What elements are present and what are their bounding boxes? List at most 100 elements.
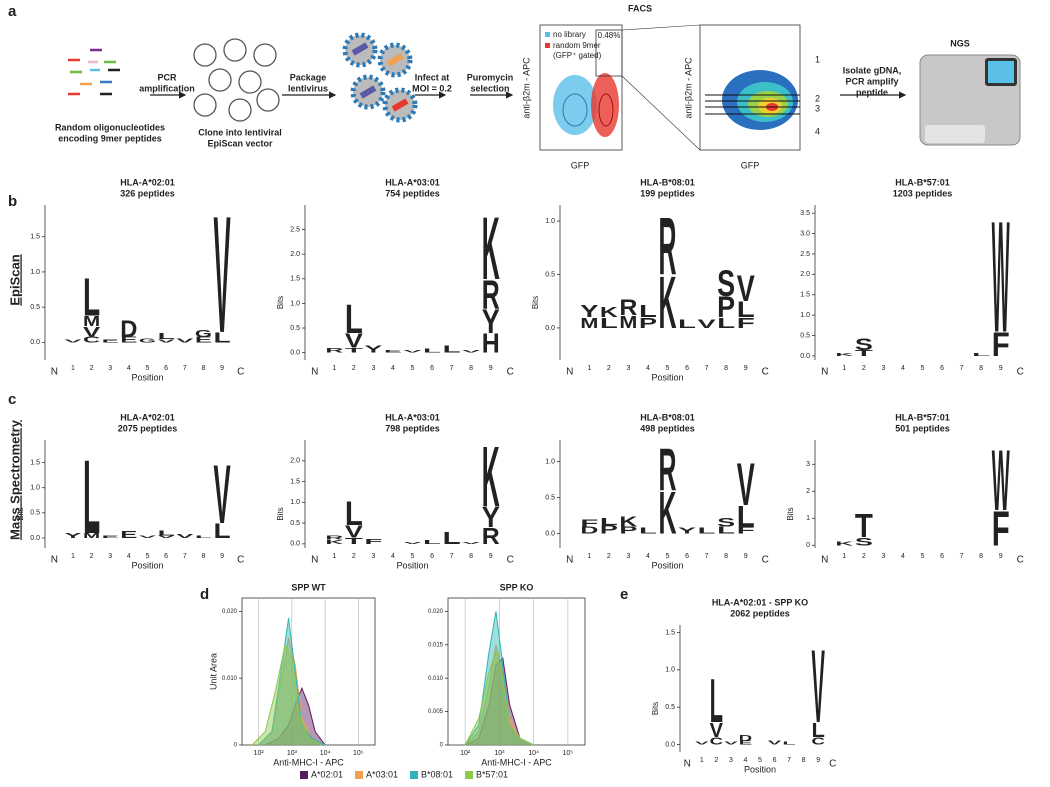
logo-letter: G bbox=[139, 337, 156, 344]
oligos bbox=[68, 48, 120, 96]
x-tick-label: C bbox=[1017, 555, 1024, 566]
logo-letter: W bbox=[992, 187, 1010, 365]
x-tick-label: 8 bbox=[201, 365, 205, 372]
x-tick-label: 5 bbox=[411, 365, 415, 372]
y-tick-label: 1.0 bbox=[800, 312, 810, 319]
logo-letter: L bbox=[423, 348, 441, 354]
logo-letter: R bbox=[325, 347, 343, 355]
logo-title: HLA-A*03:01 bbox=[385, 412, 440, 422]
y-tick-label: 0.0 bbox=[800, 353, 810, 360]
step-label: Random oligonucleotides bbox=[55, 122, 165, 132]
logo-letter: P bbox=[619, 525, 637, 536]
y-tick-label: 0.5 bbox=[30, 510, 40, 517]
logo-subtitle: 1203 peptides bbox=[893, 188, 953, 198]
x-tick-label: N bbox=[684, 759, 691, 770]
gate-label: 2 bbox=[815, 93, 820, 103]
x-axis-label: Anti-MHC-I - APC bbox=[273, 757, 344, 767]
x-tick-label: 2 bbox=[90, 553, 94, 560]
x-tick-label: 8 bbox=[724, 365, 728, 372]
y-tick-label: 0.5 bbox=[665, 704, 675, 711]
x-tick-label: 8 bbox=[802, 757, 806, 764]
logo-letter: K bbox=[659, 479, 677, 546]
x-tick-label: 4 bbox=[391, 365, 395, 372]
x-tick-label: C bbox=[237, 555, 244, 566]
logo-letter: V bbox=[213, 181, 230, 368]
x-tick-label: 6 bbox=[773, 757, 777, 764]
logo-letter: W bbox=[992, 433, 1010, 529]
curve bbox=[258, 617, 326, 746]
x-tick-label: 1 bbox=[842, 553, 846, 560]
logo-letter: F bbox=[737, 525, 755, 536]
logo-letter: E bbox=[102, 338, 119, 343]
chart-title: SPP WT bbox=[291, 582, 326, 592]
x-tick-label: 7 bbox=[960, 365, 964, 372]
x-tick-label: 9 bbox=[999, 553, 1003, 560]
logo-letter: L bbox=[698, 527, 716, 536]
logo-letter: G bbox=[195, 328, 212, 339]
x-tick-label: N bbox=[821, 555, 828, 566]
logo-letter: R bbox=[619, 295, 637, 320]
legend-swatch bbox=[355, 771, 363, 779]
x-tick-label: C bbox=[237, 367, 244, 378]
x-tick-label: C bbox=[1017, 367, 1024, 378]
step-label: PCR bbox=[157, 72, 177, 82]
step-label: Infect at bbox=[415, 72, 450, 82]
logo-letter: L bbox=[423, 539, 441, 545]
x-tick-label: 2 bbox=[90, 365, 94, 372]
facs-legend: no library bbox=[553, 30, 586, 39]
facs-legend: random 9mer bbox=[553, 41, 601, 50]
logo-letter: P bbox=[600, 523, 618, 536]
logo-letter: Y bbox=[678, 527, 696, 536]
y-tick-label: 2.0 bbox=[290, 251, 300, 258]
x-tick-label: 8 bbox=[979, 553, 983, 560]
step-label: Isolate gDNA, bbox=[843, 65, 902, 75]
y-tick-label: 0.5 bbox=[290, 520, 300, 527]
x-tick-label: N bbox=[51, 555, 58, 566]
y-tick-label: 0.5 bbox=[545, 494, 555, 501]
logo-letter: V bbox=[345, 329, 363, 352]
logo-title: HLA-A*02:01 bbox=[120, 412, 175, 422]
x-tick-label: 6 bbox=[430, 553, 434, 560]
x-axis-label: Position bbox=[744, 764, 776, 774]
y-tick-label: 0.0 bbox=[30, 535, 40, 542]
logo-letter: F bbox=[580, 518, 598, 529]
x-tick-label: 7 bbox=[450, 553, 454, 560]
row-label: Mass Spectrometry bbox=[7, 419, 22, 540]
logo-letter: L bbox=[639, 527, 657, 536]
x-tick-label: 5 bbox=[921, 553, 925, 560]
x-tick-label: 10⁵ bbox=[563, 750, 574, 757]
y-tick-label: 0.0 bbox=[290, 349, 300, 356]
y-tick-label: 2.5 bbox=[290, 226, 300, 233]
logo-letter: V bbox=[462, 541, 480, 544]
logo-letter: K bbox=[835, 352, 853, 357]
y-tick-label: 0 bbox=[806, 542, 810, 549]
x-tick-label: 1 bbox=[587, 365, 591, 372]
y-tick-label: 1.0 bbox=[30, 269, 40, 276]
y-tick-label: 0.0 bbox=[665, 741, 675, 748]
y-tick-label: 0.010 bbox=[428, 676, 444, 682]
x-tick-label: 8 bbox=[724, 553, 728, 560]
y-tick-label: 0.5 bbox=[290, 325, 300, 332]
step-label: Package bbox=[290, 72, 327, 82]
facs-y-label: anti-β2m - APC bbox=[683, 57, 693, 119]
logo-letter: V bbox=[404, 350, 422, 354]
legend-swatch bbox=[410, 771, 418, 779]
x-tick-label: 3 bbox=[881, 365, 885, 372]
y-axis-label: Bits bbox=[276, 296, 285, 309]
legend-swatch bbox=[465, 771, 473, 779]
logo-letter: L bbox=[678, 317, 696, 330]
logo-letter: E bbox=[120, 336, 137, 345]
step-label: PCR amplify bbox=[845, 76, 898, 86]
logo-letter: M bbox=[83, 314, 100, 330]
logo-letter: D bbox=[580, 525, 598, 536]
logo-letter: M bbox=[619, 312, 637, 332]
x-tick-label: C bbox=[507, 555, 514, 566]
plasmids bbox=[193, 38, 280, 122]
gate-label: 3 bbox=[815, 103, 820, 113]
x-tick-label: 1 bbox=[71, 365, 75, 372]
x-tick-label: 3 bbox=[108, 365, 112, 372]
logo-letter: V bbox=[176, 337, 193, 344]
facs-plots bbox=[539, 24, 801, 151]
logo-letter: L bbox=[710, 667, 723, 736]
logo-letter: L bbox=[345, 295, 363, 342]
